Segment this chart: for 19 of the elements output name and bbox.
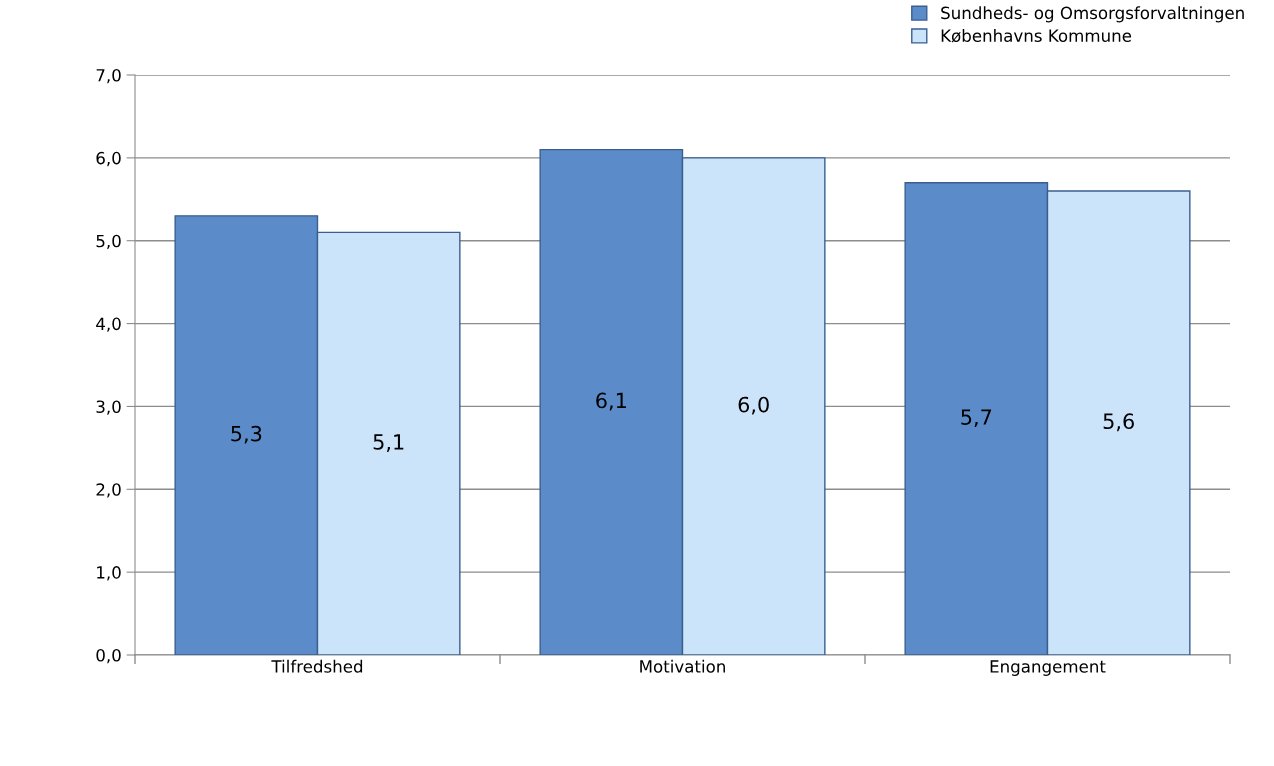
y-tick-label: 5,0: [96, 234, 121, 249]
y-tick-label: 3,0: [96, 400, 121, 415]
data-label: 5,7: [961, 409, 992, 428]
legend-label: Sundheds- og Omsorgsforvaltningen: [941, 6, 1244, 23]
y-tick-label: 6,0: [96, 151, 121, 167]
y-tick-label: 7,0: [96, 68, 121, 84]
x-tick-label: Motivation: [640, 659, 725, 673]
y-tick-label: 4,0: [96, 317, 121, 332]
x-tick-label: Tilfredshed: [271, 659, 363, 673]
y-tick-label: 1,0: [97, 566, 121, 581]
x-tick-label: Engangement: [990, 660, 1106, 676]
data-label: 6,1: [596, 392, 626, 411]
data-label: 5,1: [373, 434, 404, 452]
data-label: 5,6: [1103, 413, 1134, 432]
y-tick-label: 0,0: [96, 648, 121, 664]
legend-label: Københavns Kommune: [941, 29, 1132, 43]
data-label: 6,0: [738, 396, 769, 415]
data-label: 5,3: [231, 425, 262, 444]
y-tick-label: 2,0: [96, 483, 121, 498]
